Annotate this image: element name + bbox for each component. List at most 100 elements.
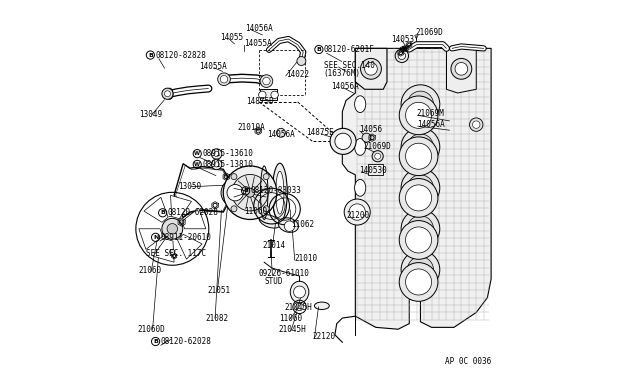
Circle shape (451, 58, 472, 79)
Text: 14053Y: 14053Y (392, 35, 419, 44)
Text: 14055A: 14055A (244, 39, 272, 48)
Circle shape (335, 133, 351, 150)
Text: AP 0C 0036: AP 0C 0036 (445, 357, 491, 366)
Circle shape (406, 143, 431, 169)
Circle shape (401, 209, 440, 248)
Circle shape (231, 174, 237, 180)
Text: 14056A: 14056A (331, 82, 359, 91)
Polygon shape (177, 234, 202, 259)
Text: 21010A: 21010A (238, 123, 266, 132)
Polygon shape (342, 48, 491, 329)
Circle shape (408, 257, 433, 283)
Circle shape (221, 179, 250, 207)
Text: STUD: STUD (264, 277, 283, 286)
Polygon shape (139, 229, 163, 249)
Circle shape (401, 85, 440, 124)
Circle shape (455, 62, 468, 75)
Circle shape (170, 249, 175, 254)
Circle shape (408, 91, 433, 117)
Ellipse shape (290, 281, 309, 303)
Circle shape (271, 91, 278, 99)
Circle shape (408, 175, 433, 201)
Text: 14055: 14055 (220, 33, 243, 42)
Text: 08915-13610: 08915-13610 (202, 149, 253, 158)
Circle shape (164, 91, 170, 97)
Circle shape (406, 269, 431, 295)
Circle shape (262, 77, 270, 85)
Text: B: B (160, 210, 165, 215)
Circle shape (360, 58, 381, 79)
Circle shape (408, 216, 433, 242)
Text: 13050: 13050 (178, 182, 201, 190)
Circle shape (406, 185, 431, 211)
Text: 11060: 11060 (279, 314, 302, 323)
Text: 21069M: 21069M (417, 109, 444, 118)
Circle shape (401, 250, 440, 289)
Circle shape (263, 206, 269, 212)
Circle shape (220, 76, 228, 83)
Circle shape (246, 188, 255, 197)
Ellipse shape (259, 215, 280, 228)
Text: 08120-62028: 08120-62028 (161, 337, 211, 346)
Circle shape (470, 118, 483, 131)
Circle shape (260, 75, 273, 87)
Ellipse shape (355, 139, 365, 155)
Text: 13049: 13049 (140, 110, 163, 119)
Circle shape (214, 151, 219, 157)
Text: N: N (153, 235, 158, 240)
Circle shape (374, 153, 381, 159)
Polygon shape (182, 208, 206, 229)
Text: 21069D: 21069D (364, 142, 392, 151)
Circle shape (284, 221, 294, 231)
Text: 11060: 11060 (244, 207, 268, 216)
Circle shape (408, 134, 433, 160)
Circle shape (211, 149, 222, 159)
Text: 21051: 21051 (207, 286, 231, 295)
Circle shape (399, 221, 438, 259)
Circle shape (232, 174, 268, 211)
Circle shape (344, 199, 370, 225)
Circle shape (231, 206, 237, 212)
Text: 21060: 21060 (139, 266, 162, 275)
Polygon shape (144, 197, 168, 222)
Text: 21082: 21082 (206, 314, 229, 323)
Circle shape (330, 128, 356, 154)
Circle shape (218, 73, 230, 86)
Text: 14875D: 14875D (246, 97, 274, 106)
Circle shape (472, 121, 480, 128)
Circle shape (362, 133, 371, 142)
Circle shape (401, 128, 440, 166)
Text: 08120-83033: 08120-83033 (250, 186, 301, 195)
Text: W: W (194, 162, 200, 167)
Circle shape (365, 62, 378, 75)
Circle shape (399, 263, 438, 301)
Text: 14055A: 14055A (199, 62, 227, 71)
Text: SEE SEC.140: SEE SEC.140 (324, 61, 374, 70)
Ellipse shape (355, 96, 365, 112)
Ellipse shape (166, 88, 173, 99)
Circle shape (162, 218, 183, 239)
Circle shape (227, 185, 243, 201)
Text: 08911-20610: 08911-20610 (161, 233, 211, 242)
Text: 21060D: 21060D (137, 325, 164, 334)
Circle shape (399, 96, 438, 135)
Text: 14056A: 14056A (267, 130, 295, 139)
Text: 21014: 21014 (262, 241, 286, 250)
Text: 21045H: 21045H (285, 303, 312, 312)
Circle shape (372, 151, 383, 162)
Text: B: B (243, 188, 248, 193)
Text: 14875E: 14875E (307, 128, 334, 137)
Ellipse shape (273, 163, 287, 222)
Circle shape (223, 166, 277, 219)
Circle shape (276, 128, 285, 137)
Circle shape (398, 52, 406, 60)
Circle shape (259, 91, 266, 99)
Text: 21069D: 21069D (415, 28, 444, 37)
Text: B: B (153, 339, 158, 344)
Ellipse shape (355, 179, 365, 196)
Circle shape (263, 174, 269, 180)
Text: 22120: 22120 (312, 332, 336, 341)
Ellipse shape (314, 302, 330, 310)
Text: 08120-6201F: 08120-6201F (324, 45, 374, 54)
Text: W: W (194, 151, 200, 156)
